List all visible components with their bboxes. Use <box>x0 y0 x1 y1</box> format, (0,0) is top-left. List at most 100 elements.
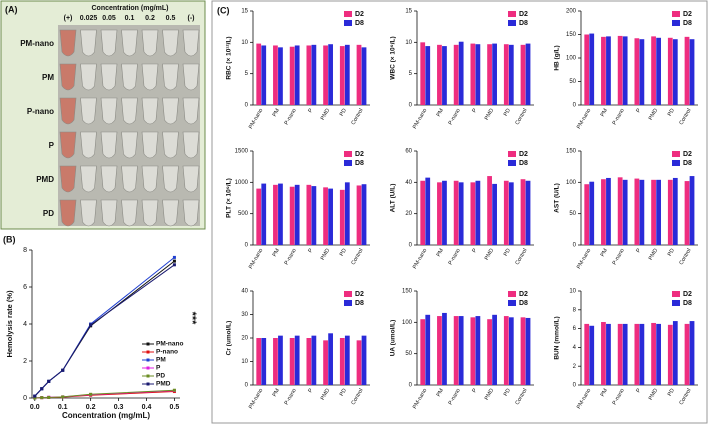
bar <box>323 45 328 105</box>
y-tick-label: 50 <box>405 351 412 357</box>
bar <box>508 44 514 105</box>
x-tick-label: PD <box>503 248 512 258</box>
point <box>61 368 65 372</box>
y-tick-label: 10 <box>405 40 412 46</box>
bar <box>289 46 295 105</box>
x-tick-label: PM <box>600 107 610 118</box>
y-tick-label: 10 <box>241 40 248 46</box>
row-label: PMD <box>36 175 54 184</box>
y-tick-label: 0 <box>573 103 577 109</box>
bar <box>584 184 590 245</box>
bar <box>458 41 464 105</box>
legend-marker <box>146 342 150 346</box>
x-tick-label: P <box>307 247 314 253</box>
y-axis-label: Hemolysis rate (%) <box>5 290 14 358</box>
bar <box>589 33 595 106</box>
legend-label: D8 <box>355 300 364 307</box>
tube <box>121 165 138 193</box>
y-tick-label: 150 <box>566 149 577 155</box>
bar <box>442 46 447 105</box>
y-tick-label: 0 <box>573 383 577 389</box>
bar <box>328 333 333 385</box>
panel-label: (B) <box>3 234 16 244</box>
point <box>47 379 51 383</box>
bar <box>508 317 514 385</box>
bar <box>261 45 267 105</box>
x-tick-label: PM <box>436 247 446 258</box>
point <box>172 388 176 392</box>
bar <box>425 314 431 385</box>
bar <box>589 325 595 385</box>
x-tick-label: P <box>635 107 642 113</box>
legend-label: PM-nano <box>156 341 183 348</box>
bar <box>437 316 442 385</box>
bar <box>651 322 656 385</box>
point <box>33 394 37 398</box>
bar <box>606 177 611 245</box>
row-label: PM <box>42 73 54 82</box>
bar <box>278 183 283 245</box>
y-tick-label: 50 <box>569 211 576 217</box>
legend-swatch <box>672 20 680 26</box>
tube <box>100 97 118 125</box>
legend-swatch <box>508 291 516 297</box>
y-tick-label: 0 <box>409 103 413 109</box>
row-label: PM-nano <box>20 39 54 48</box>
legend-swatch <box>508 151 516 157</box>
x-tick-label: P <box>307 107 314 113</box>
point <box>33 396 37 400</box>
y-tick-label: 0 <box>409 243 413 249</box>
bar <box>294 184 300 245</box>
bar <box>525 317 531 385</box>
legend-swatch <box>344 291 352 297</box>
bar <box>306 338 312 385</box>
tube <box>141 63 159 91</box>
y-tick-label: 2 <box>573 364 577 370</box>
bar <box>622 179 628 245</box>
y-axis-label: HB (g/L) <box>554 45 561 70</box>
legend-marker <box>146 358 150 362</box>
tube <box>162 199 179 227</box>
x-tick-label: 0.1 <box>58 404 68 411</box>
bar <box>639 179 645 245</box>
point <box>172 263 176 267</box>
tube <box>121 29 138 57</box>
bar <box>344 335 350 385</box>
legend-swatch <box>344 11 352 17</box>
y-tick-label: 1500 <box>235 149 249 155</box>
bar <box>442 180 447 245</box>
bar <box>453 316 459 385</box>
legend-label: PM <box>156 357 166 364</box>
bar <box>289 186 295 245</box>
bar <box>617 177 623 245</box>
x-tick-label: PM <box>600 387 610 398</box>
legend-label: PMD <box>156 381 171 388</box>
tube <box>162 97 179 125</box>
tube <box>182 97 200 125</box>
tube <box>121 97 138 125</box>
bar <box>492 314 497 385</box>
tube <box>59 199 77 227</box>
bar <box>617 323 623 385</box>
bar <box>667 324 673 385</box>
x-tick-label: PMD <box>320 388 331 402</box>
y-tick-label: 150 <box>402 289 413 295</box>
tube <box>182 199 200 227</box>
legend-label: PD <box>156 373 165 380</box>
bar <box>339 338 345 385</box>
y-tick-label: 30 <box>241 312 248 318</box>
bar <box>684 323 690 385</box>
bar <box>475 316 481 385</box>
x-tick-label: 0.4 <box>142 404 152 411</box>
concentration-label: (+) <box>64 15 73 22</box>
bar <box>684 36 690 105</box>
legend-swatch <box>508 300 516 306</box>
bar <box>361 335 367 385</box>
bar <box>278 47 283 105</box>
bar <box>256 338 262 385</box>
bar <box>584 323 590 385</box>
tube <box>100 29 118 57</box>
bar <box>306 45 312 105</box>
y-axis-label: UA (umol/L) <box>390 320 397 357</box>
x-tick-label: PMD <box>484 388 495 402</box>
